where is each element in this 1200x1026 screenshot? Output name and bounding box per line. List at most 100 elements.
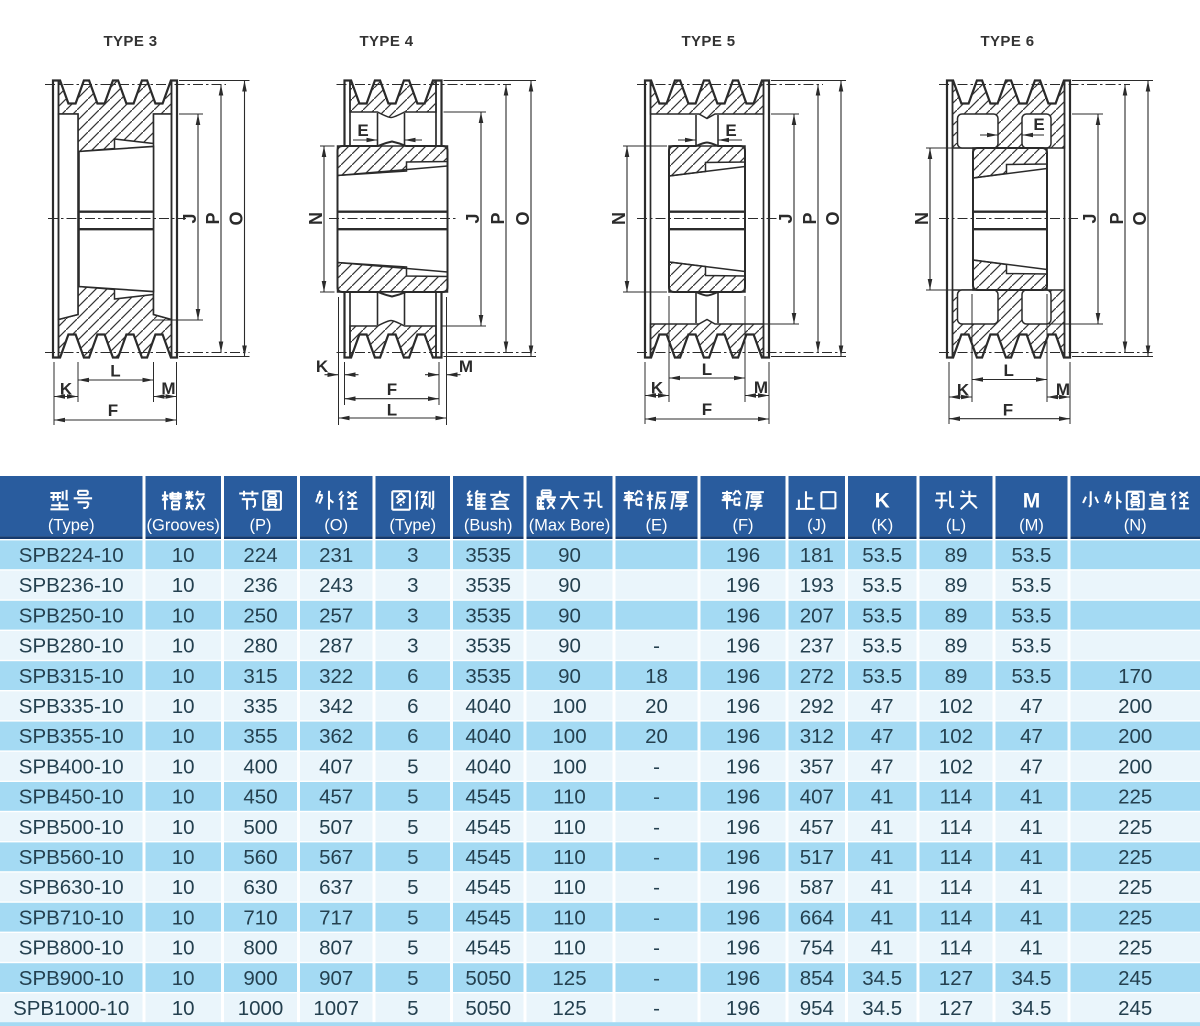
svg-text:3: 3 xyxy=(407,604,418,627)
svg-text:196: 196 xyxy=(726,574,760,597)
svg-text:196: 196 xyxy=(726,937,760,960)
svg-text:407: 407 xyxy=(800,786,834,809)
svg-text:41: 41 xyxy=(871,876,894,899)
svg-text:41: 41 xyxy=(1020,876,1043,899)
svg-text:114: 114 xyxy=(940,786,973,809)
svg-text:F: F xyxy=(702,400,712,419)
svg-text:(K): (K) xyxy=(871,517,893,535)
svg-text:10: 10 xyxy=(172,755,195,778)
svg-text:41: 41 xyxy=(871,786,894,809)
svg-text:3: 3 xyxy=(407,544,418,567)
svg-text:196: 196 xyxy=(726,786,760,809)
svg-text:47: 47 xyxy=(871,725,894,748)
svg-text:200: 200 xyxy=(1118,695,1152,718)
svg-text:5: 5 xyxy=(407,906,418,929)
svg-text:400: 400 xyxy=(243,755,277,778)
svg-text:47: 47 xyxy=(871,695,894,718)
svg-text:807: 807 xyxy=(319,937,353,960)
svg-text:10: 10 xyxy=(172,544,195,567)
svg-text:196: 196 xyxy=(726,725,760,748)
svg-text:237: 237 xyxy=(800,635,834,658)
svg-text:K: K xyxy=(651,379,664,398)
svg-text:F: F xyxy=(387,380,397,399)
svg-text:(O): (O) xyxy=(324,517,348,535)
svg-text:J: J xyxy=(180,213,200,223)
svg-text:E: E xyxy=(725,121,736,140)
svg-text:125: 125 xyxy=(552,997,586,1020)
svg-text:(P): (P) xyxy=(250,517,272,535)
svg-text:-: - xyxy=(653,846,660,869)
svg-text:53.5: 53.5 xyxy=(862,544,902,567)
svg-text:3535: 3535 xyxy=(465,544,511,567)
svg-text:250: 250 xyxy=(243,604,277,627)
svg-text:K: K xyxy=(316,357,329,376)
svg-text:5: 5 xyxy=(407,786,418,809)
svg-text:10: 10 xyxy=(172,937,195,960)
svg-text:225: 225 xyxy=(1118,937,1152,960)
svg-text:-: - xyxy=(653,906,660,929)
svg-text:125: 125 xyxy=(552,967,586,990)
svg-text:507: 507 xyxy=(319,816,353,839)
svg-text:M: M xyxy=(1023,490,1041,513)
svg-text:(J): (J) xyxy=(807,517,826,535)
svg-text:90: 90 xyxy=(558,544,581,567)
svg-text:O: O xyxy=(1130,211,1150,225)
svg-text:754: 754 xyxy=(800,937,834,960)
svg-text:637: 637 xyxy=(319,876,353,899)
svg-text:567: 567 xyxy=(319,846,353,869)
svg-text:F: F xyxy=(108,401,118,420)
svg-text:5: 5 xyxy=(407,967,418,990)
svg-text:(F): (F) xyxy=(732,517,753,535)
svg-text:1007: 1007 xyxy=(313,997,359,1020)
svg-text:89: 89 xyxy=(945,544,968,567)
svg-text:342: 342 xyxy=(319,695,353,718)
svg-text:225: 225 xyxy=(1118,846,1152,869)
svg-text:225: 225 xyxy=(1118,876,1152,899)
svg-text:M: M xyxy=(459,357,473,376)
svg-text:196: 196 xyxy=(726,906,760,929)
svg-text:J: J xyxy=(776,213,796,223)
svg-text:245: 245 xyxy=(1118,967,1152,990)
svg-text:10: 10 xyxy=(172,695,195,718)
svg-text:500: 500 xyxy=(243,816,277,839)
svg-text:3535: 3535 xyxy=(465,574,511,597)
svg-text:34.5: 34.5 xyxy=(1012,997,1052,1020)
svg-text:(Grooves): (Grooves) xyxy=(147,517,220,535)
svg-text:114: 114 xyxy=(940,816,973,839)
svg-text:N: N xyxy=(912,212,932,225)
svg-text:100: 100 xyxy=(552,725,586,748)
svg-text:5050: 5050 xyxy=(465,967,511,990)
svg-text:207: 207 xyxy=(800,604,834,627)
svg-text:5: 5 xyxy=(407,937,418,960)
svg-text:560: 560 xyxy=(243,846,277,869)
svg-text:664: 664 xyxy=(800,906,834,929)
svg-text:41: 41 xyxy=(871,846,894,869)
svg-text:10: 10 xyxy=(172,816,195,839)
svg-text:4040: 4040 xyxy=(465,725,511,748)
svg-text:P: P xyxy=(488,212,508,224)
svg-text:L: L xyxy=(702,360,712,379)
svg-text:-: - xyxy=(653,967,660,990)
svg-text:196: 196 xyxy=(726,816,760,839)
svg-text:10: 10 xyxy=(172,665,195,688)
svg-text:110: 110 xyxy=(553,906,586,929)
svg-text:E: E xyxy=(1033,115,1044,134)
svg-text:100: 100 xyxy=(552,755,586,778)
svg-text:3: 3 xyxy=(407,635,418,658)
svg-text:10: 10 xyxy=(172,997,195,1020)
svg-text:102: 102 xyxy=(939,725,973,748)
svg-text:M: M xyxy=(1056,380,1070,399)
svg-text:1000: 1000 xyxy=(238,997,284,1020)
svg-text:280: 280 xyxy=(243,635,277,658)
svg-text:TYPE 4: TYPE 4 xyxy=(359,33,413,50)
svg-text:4545: 4545 xyxy=(465,876,511,899)
svg-text:SPB224-10: SPB224-10 xyxy=(19,544,124,567)
svg-text:114: 114 xyxy=(940,846,973,869)
svg-text:41: 41 xyxy=(871,937,894,960)
svg-text:257: 257 xyxy=(319,604,353,627)
svg-text:P: P xyxy=(800,212,820,224)
svg-text:SPB250-10: SPB250-10 xyxy=(19,604,124,627)
svg-text:5: 5 xyxy=(407,816,418,839)
svg-text:10: 10 xyxy=(172,786,195,809)
svg-text:292: 292 xyxy=(800,695,834,718)
